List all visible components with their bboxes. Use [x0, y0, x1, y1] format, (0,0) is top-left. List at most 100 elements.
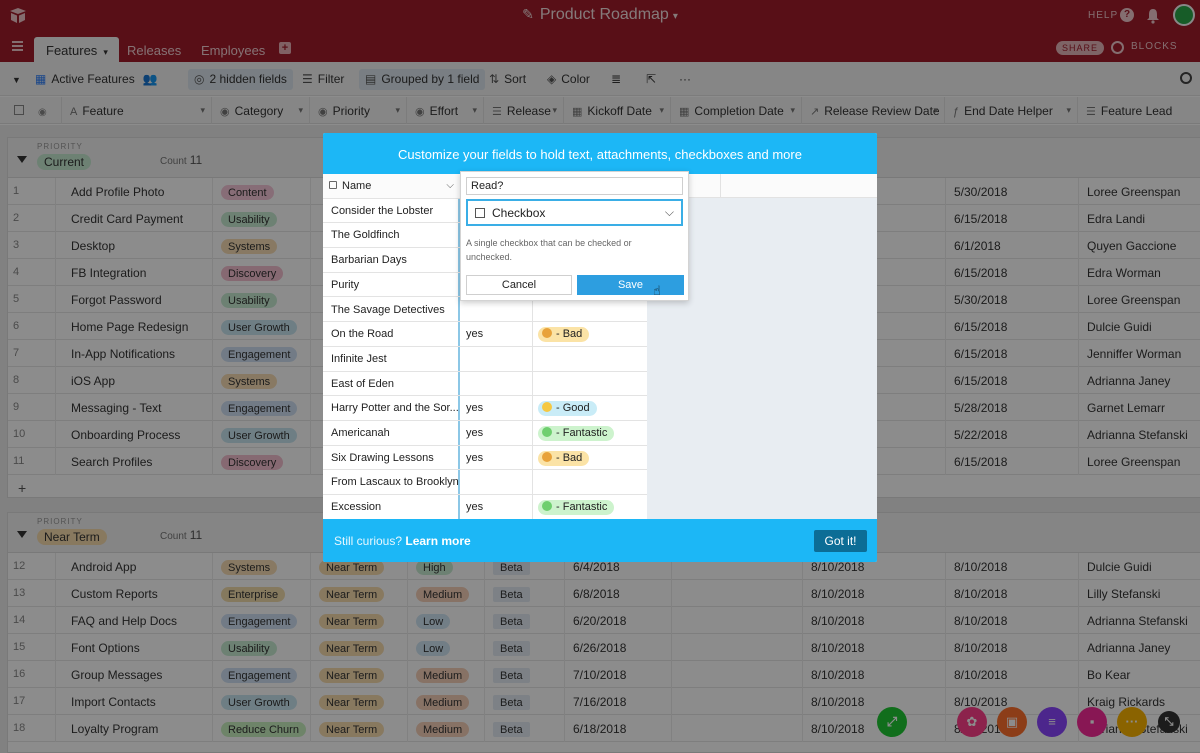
feature-cell[interactable]: FB Integration	[63, 259, 213, 286]
kickoff-date-cell[interactable]: 6/4/2018	[565, 553, 672, 580]
feature-lead-cell[interactable]: Adrianna Janey	[1079, 367, 1200, 394]
priority-cell[interactable]: Near Term	[311, 553, 408, 580]
release-review-date-cell[interactable]	[803, 259, 946, 286]
column-header-feature[interactable]: A Feature ▾	[62, 97, 212, 124]
release-review-date-cell[interactable]: 8/10/2018	[803, 580, 946, 607]
column-header-release[interactable]: ☰ Release ▾	[484, 97, 564, 124]
feature-lead-cell[interactable]: Quyen Gaccione	[1079, 232, 1200, 259]
book-row[interactable]	[460, 346, 647, 372]
completion-date-cell[interactable]	[672, 715, 803, 742]
got-it-button[interactable]: Got it!	[814, 530, 867, 552]
feature-lead-cell[interactable]: Edra Landi	[1079, 205, 1200, 232]
kickoff-date-cell[interactable]: 6/26/2018	[565, 634, 672, 661]
field-name-input[interactable]: Read?	[466, 177, 683, 195]
base-title[interactable]: ✎ Product Roadmap ▾	[0, 6, 1200, 24]
category-cell[interactable]: Engagement	[213, 607, 311, 634]
sort-button[interactable]: ⇅ Sort	[483, 69, 532, 90]
release-review-date-cell[interactable]	[803, 232, 946, 259]
completion-date-cell[interactable]	[672, 634, 803, 661]
more-options-icon[interactable]: ···	[679, 72, 691, 86]
book-name-cell[interactable]: Infinite Jest	[323, 347, 460, 372]
category-cell[interactable]: User Growth	[213, 688, 311, 715]
category-cell[interactable]: Content	[213, 178, 311, 205]
release-review-date-cell[interactable]	[803, 448, 946, 475]
book-row[interactable]: yes - Good	[460, 396, 647, 421]
category-cell[interactable]: User Growth	[213, 421, 311, 448]
category-cell[interactable]: Usability	[213, 286, 311, 313]
priority-cell[interactable]: Near Term	[311, 634, 408, 661]
release-review-date-cell[interactable]	[803, 178, 946, 205]
chevron-down-icon[interactable]: ▾	[103, 47, 108, 57]
search-icon[interactable]	[1180, 72, 1192, 84]
bell-icon[interactable]	[1146, 8, 1160, 24]
priority-cell[interactable]: Near Term	[311, 661, 408, 688]
release-review-date-cell[interactable]: 8/10/2018	[803, 688, 946, 715]
filter-button[interactable]: ☰ Filter	[296, 69, 350, 90]
feature-cell[interactable]: Messaging - Text	[63, 394, 213, 421]
book-name-cell[interactable]: Harry Potter and the Sor...	[323, 396, 460, 421]
category-cell[interactable]: Systems	[213, 367, 311, 394]
effort-cell[interactable]: Medium	[408, 580, 485, 607]
release-review-date-cell[interactable]	[803, 286, 946, 313]
column-header-category[interactable]: ◉ Category ▾	[212, 97, 310, 124]
name-column-header[interactable]: Name ⌵	[323, 174, 460, 199]
feature-cell[interactable]: Loyalty Program	[63, 715, 213, 742]
select-all-checkbox[interactable]: ◉	[0, 97, 62, 124]
chat-icon[interactable]: ▪	[1077, 707, 1107, 737]
feature-cell[interactable]: Search Profiles	[63, 448, 213, 475]
release-review-date-cell[interactable]	[803, 394, 946, 421]
effort-cell[interactable]: Medium	[408, 688, 485, 715]
feature-lead-cell[interactable]: Edra Worman	[1079, 259, 1200, 286]
book-row[interactable]: yes - Fantastic	[460, 495, 647, 520]
category-cell[interactable]: User Growth	[213, 313, 311, 340]
table-row[interactable]: 16 Group Messages Engagement Near Term Mediu…	[8, 661, 1200, 688]
end-date-helper-cell[interactable]: 6/15/2018	[946, 367, 1079, 394]
book-name-cell[interactable]: The Goldfinch	[323, 223, 460, 249]
apps-icon[interactable]: ✿	[957, 707, 987, 737]
expand-icon[interactable]: ⤢	[877, 707, 907, 737]
book-name-cell[interactable]: Six Drawing Lessons	[323, 446, 460, 471]
feature-cell[interactable]: Onboarding Process	[63, 421, 213, 448]
book-row[interactable]: yes - Bad	[460, 445, 647, 471]
feature-cell[interactable]: Add Profile Photo	[63, 178, 213, 205]
add-record-icon[interactable]: +	[18, 480, 27, 496]
group-button[interactable]: ▤ Grouped by 1 field	[359, 69, 486, 90]
release-review-date-cell[interactable]: 8/10/2018	[803, 715, 946, 742]
feature-lead-cell[interactable]: Loree Greenspan	[1079, 286, 1200, 313]
end-date-helper-cell[interactable]: 6/15/2018	[946, 313, 1079, 340]
feature-cell[interactable]: In-App Notifications	[63, 340, 213, 367]
column-header-effort[interactable]: ◉ Effort ▾	[407, 97, 484, 124]
category-cell[interactable]: Usability	[213, 634, 311, 661]
feature-cell[interactable]: Desktop	[63, 232, 213, 259]
more-icon[interactable]: ···	[1117, 707, 1147, 737]
category-cell[interactable]: Systems	[213, 232, 311, 259]
column-header-priority[interactable]: ◉ Priority ▾	[310, 97, 407, 124]
priority-cell[interactable]: Near Term	[311, 580, 408, 607]
column-header-kickoff-date[interactable]: ▦ Kickoff Date ▾	[564, 97, 671, 124]
book-name-cell[interactable]: Americanah	[323, 421, 460, 446]
book-name-cell[interactable]: The Savage Detectives	[323, 298, 460, 323]
feature-cell[interactable]: Android App	[63, 553, 213, 580]
category-cell[interactable]: Engagement	[213, 394, 311, 421]
kickoff-date-cell[interactable]: 6/20/2018	[565, 607, 672, 634]
release-review-date-cell[interactable]: 8/10/2018	[803, 661, 946, 688]
column-header-release-review-date[interactable]: ↗ Release Review Date ▾	[802, 97, 945, 124]
release-review-date-cell[interactable]: 8/10/2018	[803, 634, 946, 661]
release-cell[interactable]: Beta	[485, 607, 565, 634]
release-review-date-cell[interactable]: 8/10/2018	[803, 553, 946, 580]
release-review-date-cell[interactable]	[803, 340, 946, 367]
book-name-cell[interactable]: Excession	[323, 495, 460, 520]
add-table-icon[interactable]: +	[279, 42, 291, 54]
completion-date-cell[interactable]	[672, 661, 803, 688]
help-label[interactable]: HELP	[1088, 10, 1119, 21]
table-row[interactable]: 14 FAQ and Help Docs Engagement Near Term Lo…	[8, 607, 1200, 634]
feature-lead-cell[interactable]: Adrianna Stefanski	[1079, 607, 1200, 634]
kickoff-date-cell[interactable]: 7/16/2018	[565, 688, 672, 715]
image-icon[interactable]: ▣	[997, 707, 1027, 737]
column-header-end-date-helper[interactable]: ƒ End Date Helper ▾	[945, 97, 1078, 124]
end-date-helper-cell[interactable]: 6/15/2018	[946, 448, 1079, 475]
book-name-cell[interactable]: Barbarian Days	[323, 248, 460, 273]
feature-cell[interactable]: Custom Reports	[63, 580, 213, 607]
avatar[interactable]	[1173, 4, 1195, 26]
table-row[interactable]: 13 Custom Reports Enterprise Near Term Mediu…	[8, 580, 1200, 607]
